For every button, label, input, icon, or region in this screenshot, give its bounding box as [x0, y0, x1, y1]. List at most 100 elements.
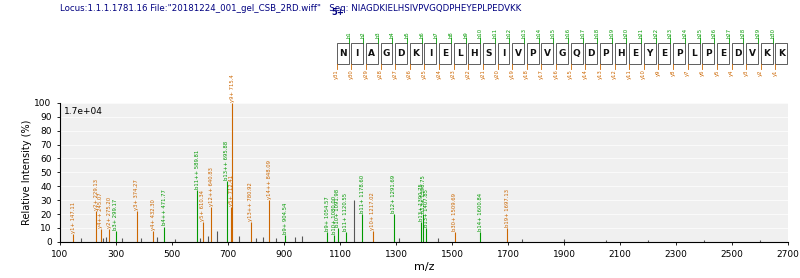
Text: b13+ 1396.75: b13+ 1396.75 [421, 175, 426, 213]
Bar [746, 43, 758, 64]
Text: b10: b10 [478, 28, 482, 38]
X-axis label: m/z: m/z [414, 262, 434, 272]
Text: P: P [602, 49, 609, 58]
Text: H: H [617, 49, 624, 58]
Text: y31: y31 [334, 70, 339, 79]
Text: b14+ 1600.84: b14+ 1600.84 [478, 193, 482, 231]
Text: b12: b12 [507, 28, 512, 38]
Bar [424, 43, 436, 64]
Text: L: L [457, 49, 462, 58]
Text: y26: y26 [407, 70, 412, 80]
Text: y19: y19 [510, 70, 514, 80]
Text: G: G [383, 49, 390, 58]
Text: y2+ 275.20: y2+ 275.20 [106, 197, 111, 228]
Text: b8: b8 [449, 31, 454, 38]
Text: b11: b11 [492, 28, 498, 38]
Text: E: E [720, 49, 726, 58]
Text: b10+ 1091.98: b10+ 1091.98 [335, 189, 340, 227]
Text: b13+ 1390.75: b13+ 1390.75 [419, 183, 424, 221]
Text: y4: y4 [729, 70, 734, 76]
Text: y5: y5 [714, 70, 719, 76]
Bar [688, 43, 700, 64]
Bar [351, 43, 363, 64]
Text: b4++ 471.77: b4++ 471.77 [162, 190, 166, 225]
Text: b16: b16 [566, 28, 570, 38]
Text: y29: y29 [363, 70, 368, 80]
Bar [381, 43, 393, 64]
Text: y12++ 640.83: y12++ 640.83 [209, 167, 214, 206]
Text: b18: b18 [594, 28, 600, 38]
Bar [526, 43, 538, 64]
Text: y20: y20 [495, 70, 500, 80]
Text: N: N [339, 49, 346, 58]
Text: V: V [514, 49, 522, 58]
Bar [410, 43, 422, 64]
Text: b5: b5 [405, 31, 410, 38]
Text: y13: y13 [598, 70, 602, 79]
Text: K: K [778, 49, 785, 58]
Text: y7: y7 [685, 70, 690, 76]
Text: y10: y10 [642, 70, 646, 80]
Bar [337, 43, 349, 64]
Bar [366, 43, 378, 64]
Bar [600, 43, 612, 64]
Text: E: E [442, 49, 448, 58]
Text: b10+ 1080.00: b10+ 1080.00 [332, 196, 337, 234]
Text: I: I [502, 49, 505, 58]
Bar [542, 43, 554, 64]
Text: b30+ 1509.69: b30+ 1509.69 [452, 193, 458, 231]
Text: b7: b7 [434, 31, 439, 38]
Text: b25: b25 [697, 28, 702, 38]
Text: Y: Y [646, 49, 653, 58]
Text: P: P [676, 49, 682, 58]
Text: y22: y22 [466, 70, 470, 80]
Bar [468, 43, 480, 64]
Text: y21: y21 [480, 70, 486, 80]
Text: D: D [587, 49, 595, 58]
Text: b29: b29 [756, 28, 761, 38]
Text: b13++ 695.88: b13++ 695.88 [224, 140, 230, 180]
Bar [717, 43, 729, 64]
Bar [731, 43, 743, 64]
Text: y25: y25 [422, 70, 427, 80]
Text: H: H [470, 49, 478, 58]
Text: S: S [486, 49, 492, 58]
Text: y11: y11 [626, 70, 632, 80]
Text: b11+ 1120.55: b11+ 1120.55 [343, 193, 348, 231]
Text: b14: b14 [536, 28, 542, 38]
Text: b24: b24 [682, 28, 687, 38]
Text: E: E [632, 49, 638, 58]
Text: b20: b20 [624, 28, 629, 38]
Bar [673, 43, 685, 64]
Text: y18: y18 [524, 70, 530, 80]
Text: y9: y9 [656, 70, 661, 76]
Text: b13+ 1407.85: b13+ 1407.85 [424, 189, 429, 227]
Text: D: D [734, 49, 742, 58]
Text: b22: b22 [654, 28, 658, 38]
Text: 5+: 5+ [331, 8, 344, 17]
Text: y24: y24 [437, 70, 442, 80]
Bar [454, 43, 466, 64]
Bar [586, 43, 598, 64]
Text: b4: b4 [390, 31, 395, 38]
Bar [556, 43, 568, 64]
Text: b26: b26 [712, 28, 717, 38]
Bar [702, 43, 714, 64]
Text: y4+ 432.30: y4+ 432.30 [150, 199, 155, 230]
Text: y14++ 848.09: y14++ 848.09 [267, 160, 272, 199]
Text: y16: y16 [554, 70, 558, 80]
Bar [644, 43, 656, 64]
Text: b12+ 1291.69: b12+ 1291.69 [391, 175, 396, 213]
Text: b19+ 1697.13: b19+ 1697.13 [505, 189, 510, 227]
Text: 1.7e+04: 1.7e+04 [64, 107, 102, 116]
Text: b23: b23 [668, 28, 673, 38]
Text: b19: b19 [610, 28, 614, 38]
Text: Locus:1.1.1.1781.16 File:"20181224_001_gel_CSB_2RD.wiff"   Seq: NIAGDKIELHSIVPVG: Locus:1.1.1.1781.16 File:"20181224_001_g… [60, 4, 522, 13]
Bar [498, 43, 510, 64]
Text: K: K [412, 49, 419, 58]
Bar [512, 43, 524, 64]
Bar [570, 43, 582, 64]
Text: D: D [398, 49, 405, 58]
Text: b17: b17 [580, 28, 585, 38]
Text: I: I [429, 49, 432, 58]
